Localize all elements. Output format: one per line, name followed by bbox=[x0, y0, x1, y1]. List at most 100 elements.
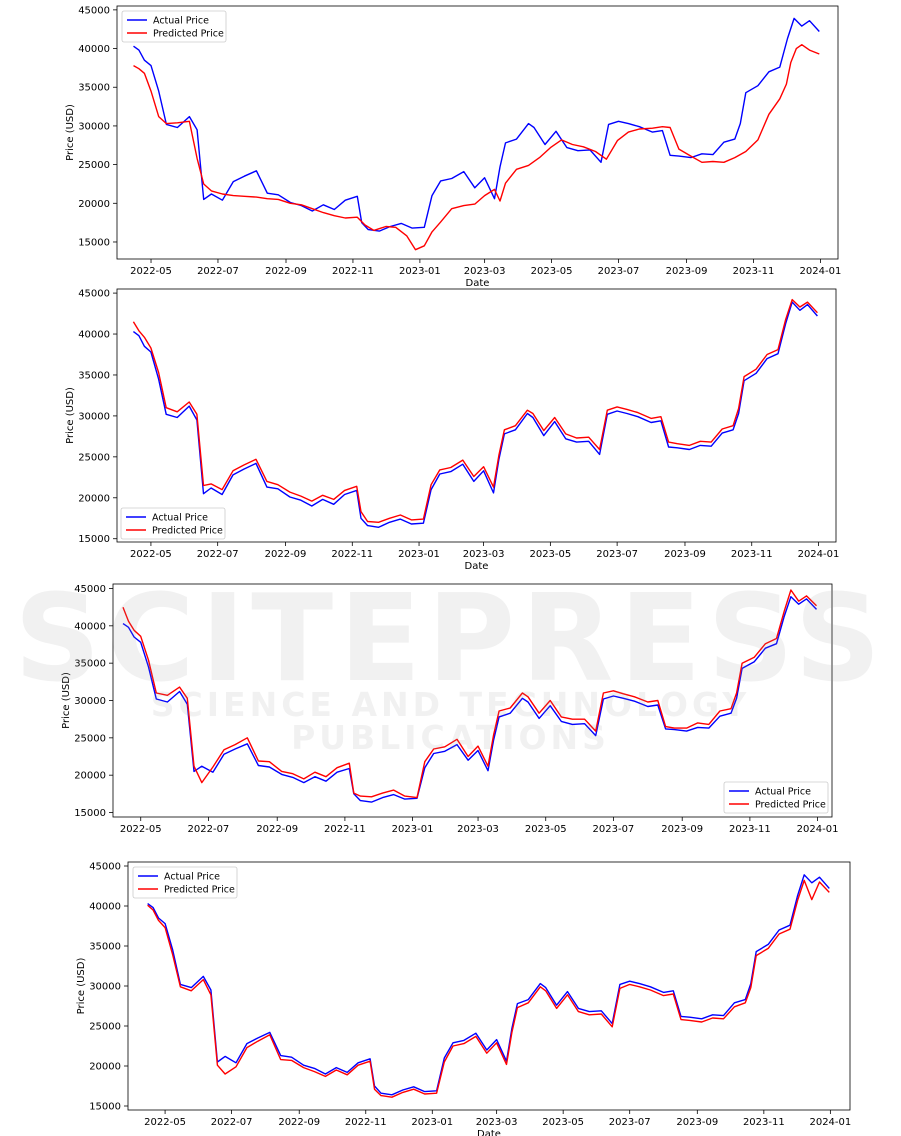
series-line-predicted bbox=[122, 589, 817, 799]
x-tick-label: 2023-05 bbox=[525, 824, 567, 835]
x-axis-label: Date bbox=[465, 561, 489, 572]
x-tick-label: 2023-09 bbox=[664, 549, 706, 560]
y-tick-label: 40000 bbox=[74, 621, 106, 632]
legend-label: Actual Price bbox=[153, 16, 209, 27]
y-tick-label: 45000 bbox=[78, 5, 110, 16]
x-tick-label: 2023-05 bbox=[531, 266, 573, 277]
x-tick-label: 2023-07 bbox=[598, 266, 640, 277]
x-tick-label: 2023-05 bbox=[542, 1117, 584, 1128]
series-line-actual bbox=[132, 301, 818, 529]
legend-label: Predicted Price bbox=[152, 526, 223, 537]
x-tick-label: 2022-09 bbox=[265, 549, 307, 560]
x-tick-label: 2023-01 bbox=[411, 1117, 453, 1128]
x-tick-label: 2023-03 bbox=[457, 824, 499, 835]
series-line-actual bbox=[133, 17, 820, 232]
legend: Actual Price Predicted Price bbox=[120, 507, 226, 540]
series-line-predicted bbox=[147, 879, 830, 1098]
x-tick-label: 2023-01 bbox=[399, 266, 441, 277]
legend-label: Actual Price bbox=[755, 787, 811, 798]
y-tick-label: 25000 bbox=[74, 733, 106, 744]
x-tick-label: 2023-11 bbox=[731, 549, 773, 560]
x-tick-label: 2022-09 bbox=[278, 1117, 320, 1128]
x-tick-label: 2023-09 bbox=[661, 824, 703, 835]
legend-label: Predicted Price bbox=[164, 885, 235, 896]
x-tick-label: 2022-09 bbox=[265, 266, 307, 277]
x-tick-label: 2022-07 bbox=[211, 1117, 253, 1128]
y-tick-label: 20000 bbox=[78, 199, 110, 210]
x-tick-label: 2022-05 bbox=[130, 266, 172, 277]
legend-box bbox=[120, 507, 226, 540]
x-tick-label: 2022-09 bbox=[256, 824, 298, 835]
x-tick-label: 2022-05 bbox=[144, 1117, 186, 1128]
chart-panel-4: 15000 20000 25000 30000 35000 40000 45000 2022-… bbox=[76, 861, 851, 1136]
x-tick-label: 2022-07 bbox=[188, 824, 230, 835]
x-tick-label: 2023-05 bbox=[529, 549, 571, 560]
y-tick-label: 30000 bbox=[74, 696, 106, 707]
y-tick-label: 40000 bbox=[89, 902, 121, 913]
x-tick-label: 2022-05 bbox=[130, 549, 172, 560]
legend-box bbox=[132, 866, 238, 899]
legend: Actual Price Predicted Price bbox=[723, 781, 829, 814]
legend: Actual Price Predicted Price bbox=[121, 10, 227, 43]
x-tick-label: 2022-05 bbox=[120, 824, 162, 835]
x-tick-label: 2023-11 bbox=[733, 266, 775, 277]
x-tick-label: 2024-01 bbox=[809, 1117, 851, 1128]
legend: Actual Price Predicted Price bbox=[132, 866, 238, 899]
y-tick-label: 15000 bbox=[89, 1102, 121, 1113]
x-tick-label: 2023-07 bbox=[596, 549, 638, 560]
y-axis-label: Price (USD) bbox=[65, 104, 76, 161]
y-tick-label: 15000 bbox=[78, 534, 110, 545]
x-tick-label: 2024-01 bbox=[800, 266, 842, 277]
plot-frame bbox=[116, 5, 839, 260]
y-tick-label: 45000 bbox=[78, 289, 110, 300]
chart-panel-2: 15000 20000 25000 30000 35000 40000 45000 2022-… bbox=[65, 289, 840, 572]
y-axis-label: Price (USD) bbox=[65, 387, 76, 444]
x-tick-label: 2023-01 bbox=[392, 824, 434, 835]
legend-label: Predicted Price bbox=[153, 29, 224, 40]
x-tick-label: 2023-11 bbox=[743, 1117, 785, 1128]
y-tick-label: 35000 bbox=[78, 83, 110, 94]
y-tick-label: 45000 bbox=[74, 584, 106, 595]
y-tick-label: 20000 bbox=[89, 1062, 121, 1073]
x-axis-label: Date bbox=[466, 278, 490, 288]
x-tick-label: 2022-07 bbox=[197, 266, 239, 277]
plot-frame bbox=[112, 583, 833, 818]
y-tick-label: 15000 bbox=[78, 237, 110, 248]
x-tick-label: 2022-11 bbox=[324, 824, 366, 835]
y-tick-label: 30000 bbox=[78, 121, 110, 132]
x-tick-label: 2022-11 bbox=[345, 1117, 387, 1128]
y-tick-label: 30000 bbox=[89, 982, 121, 993]
y-tick-label: 35000 bbox=[89, 942, 121, 953]
x-tick-label: 2023-01 bbox=[398, 549, 440, 560]
legend-label: Predicted Price bbox=[755, 800, 826, 811]
series-line-predicted bbox=[133, 44, 820, 251]
y-tick-label: 35000 bbox=[74, 659, 106, 670]
series-line-predicted bbox=[132, 298, 818, 524]
y-tick-label: 20000 bbox=[74, 771, 106, 782]
y-tick-label: 40000 bbox=[78, 44, 110, 55]
x-tick-label: 2022-07 bbox=[197, 549, 239, 560]
x-tick-label: 2024-01 bbox=[798, 549, 840, 560]
plot-frame bbox=[127, 861, 851, 1111]
x-tick-label: 2024-01 bbox=[797, 824, 839, 835]
x-tick-label: 2022-11 bbox=[332, 266, 374, 277]
x-tick-label: 2023-03 bbox=[476, 1117, 518, 1128]
legend-box bbox=[723, 781, 829, 814]
y-tick-label: 15000 bbox=[74, 808, 106, 819]
legend-box bbox=[121, 10, 227, 43]
y-tick-label: 35000 bbox=[78, 370, 110, 381]
series-line-actual bbox=[147, 874, 830, 1096]
chart-panel-3: 15000 20000 25000 30000 35000 40000 45000 2022-… bbox=[61, 583, 839, 835]
x-tick-label: 2023-09 bbox=[666, 266, 708, 277]
x-tick-label: 2023-07 bbox=[593, 824, 635, 835]
legend-label: Actual Price bbox=[164, 872, 220, 883]
y-tick-label: 20000 bbox=[78, 493, 110, 504]
y-tick-label: 40000 bbox=[78, 330, 110, 341]
y-tick-label: 25000 bbox=[89, 1022, 121, 1033]
chart-panel-1: 15000 20000 25000 30000 35000 40000 45000 2022-… bbox=[65, 5, 842, 288]
x-tick-label: 2023-11 bbox=[729, 824, 771, 835]
x-tick-label: 2022-11 bbox=[331, 549, 373, 560]
y-axis-label: Price (USD) bbox=[61, 672, 72, 729]
series-line-actual bbox=[122, 596, 818, 803]
